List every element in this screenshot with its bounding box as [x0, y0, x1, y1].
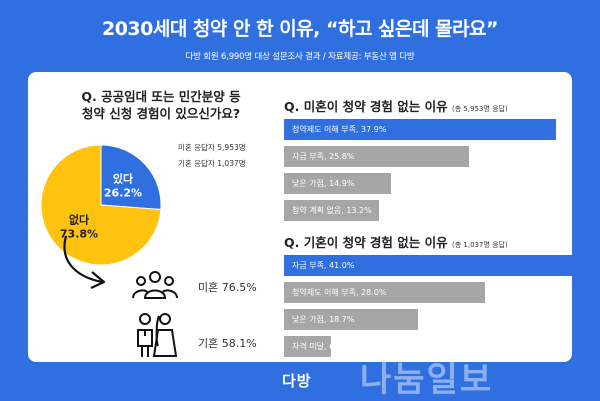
page-title: 2030세대 청약 안 한 이유, “하고 싶은데 몰라요” [101, 18, 499, 40]
pie-slice-yes-value: 26.2% [104, 187, 142, 200]
single-reason-bar-2: 자금 부족, 25.8% [284, 146, 469, 167]
married-reason-bar-3: 낮은 가점, 18.7% [284, 309, 418, 330]
single-reason-bar-3: 낮은 가점, 14.9% [284, 173, 391, 194]
dabang-logo: 다방 [282, 372, 312, 390]
single-percent-label: 미혼 76.5% [198, 281, 257, 294]
pie-slice-yes-label: 있다 [113, 172, 134, 186]
pie-slice-no-label: 없다 [69, 212, 90, 226]
married-reasons-note: (총 1,037명 응답) [452, 241, 508, 249]
respondents-single: 미혼 응답자 5,953명 [178, 143, 246, 152]
married-reasons-title-text: Q. 기혼이 청약 경험 없는 이유 [284, 235, 448, 250]
respondents-married: 기혼 응답자 1,037명 [178, 159, 246, 168]
curved-arrow-icon [63, 235, 106, 289]
single-reasons-title-text: Q. 미혼이 청약 경험 없는 이유 [284, 99, 448, 114]
left-question-line-1: Q. 공공임대 또는 민간분양 등 [81, 89, 241, 104]
married-reason-bar-label-3: 낮은 가점, 18.7% [292, 315, 355, 324]
married-reasons-title: Q. 기혼이 청약 경험 없는 이유 (총 1,037명 응답) [284, 232, 508, 251]
married-reason-bar-1: 자금 부족, 41.0% [284, 255, 578, 276]
married-reason-bar-4: 자격 미달, 6.6% [284, 336, 349, 357]
single-reason-bar-1: 청약제도 이해 부족, 37.9% [284, 119, 556, 140]
content-card: Q. 공공임대 또는 민간분양 등 청약 신청 경험이 있으신가요? 미혼 응답… [28, 72, 578, 362]
single-reasons-note: (총 5,953명 응답) [452, 105, 508, 113]
married-reason-bar-label-4: 자격 미달, 6.6% [292, 342, 350, 351]
married-couple-icon [137, 313, 178, 357]
married-reason-bar-label-2: 청약제도 이해 부족, 28.0% [292, 288, 387, 297]
pie-slice-yes [100, 144, 162, 211]
pie-slice-no [40, 144, 162, 266]
pie-slice-no-value: 73.8% [60, 227, 98, 240]
single-reason-bar-label-4: 청약 계획 없음, 13.2% [292, 206, 372, 215]
single-reason-bar-label-1: 청약제도 이해 부족, 37.9% [292, 125, 387, 134]
single-reason-bar-label-2: 자금 부족, 25.8% [292, 152, 355, 161]
married-reason-bar-2: 청약제도 이해 부족, 28.0% [284, 282, 485, 303]
page-subtitle: 다방 회원 6,990명 대상 설문조사 결과 / 자료제공: 부동산 앱 다방 [185, 52, 415, 62]
married-reason-bar-label-1: 자금 부족, 41.0% [292, 261, 355, 270]
single-reasons-title: Q. 미혼이 청약 경험 없는 이유 (총 5,953명 응답) [284, 96, 508, 115]
single-people-icon [132, 271, 178, 299]
watermark: 나눔일보 [360, 360, 494, 400]
single-reason-bar-4: 청약 계획 없음, 13.2% [284, 200, 379, 221]
married-percent-label: 기혼 58.1% [198, 337, 257, 350]
left-question: Q. 공공임대 또는 민간분양 등 청약 신청 경험이 있으신가요? [46, 88, 276, 122]
single-reason-bar-label-3: 낮은 가점, 14.9% [292, 179, 355, 188]
left-question-line-2: 청약 신청 경험이 있으신가요? [81, 106, 241, 121]
